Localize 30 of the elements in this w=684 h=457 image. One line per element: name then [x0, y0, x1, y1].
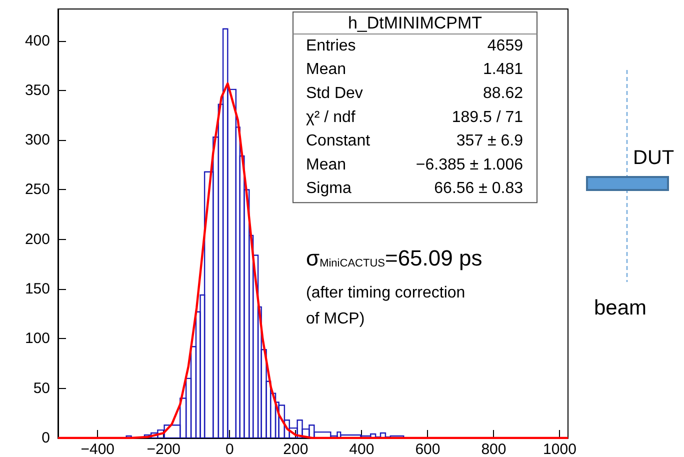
annotation: (after timing correction — [306, 284, 466, 302]
text: Std Dev 88.62 — [306, 85, 523, 102]
x-tick-label: 200 — [283, 441, 308, 457]
x-tick-label: 0 — [225, 441, 234, 457]
text: DUT — [633, 147, 674, 169]
annotation: σMiniCACTUS=65.09 ps — [306, 246, 482, 270]
text: Constant 357 ± 6.9 — [306, 132, 523, 150]
text: Mean 1.481 — [306, 61, 523, 78]
y-tick-label: 250 — [24, 181, 50, 198]
x-tick-label: 800 — [481, 441, 506, 457]
y-tick-label: 200 — [24, 230, 50, 248]
annotation: h_DtMINIMCPMT — [348, 14, 482, 32]
text: Entries 4659 — [306, 37, 523, 54]
x-tick-label: −400 — [80, 441, 115, 457]
x-tick-label: −200 — [146, 441, 181, 457]
text: beam — [594, 296, 647, 320]
x-tick-label: 400 — [349, 441, 374, 457]
y-tick-label: 350 — [24, 82, 50, 99]
text: Mean −6.385 ± 1.006 — [306, 156, 523, 174]
annotation: of MCP) — [306, 310, 365, 328]
y-tick-label: 150 — [24, 280, 50, 298]
y-tick-label: 50 — [33, 380, 50, 397]
y-tick-label: 100 — [24, 330, 50, 348]
text: Sigma 66.56 ± 0.83 — [306, 180, 523, 198]
y-tick-label: 0 — [42, 430, 50, 446]
text: χ² / ndf 189.5 / 71 — [306, 108, 523, 126]
y-tick-label: 400 — [24, 32, 50, 50]
y-tick-label: 300 — [24, 132, 50, 149]
x-tick-label: 1000 — [543, 441, 576, 457]
x-tick-label: 600 — [415, 441, 440, 457]
